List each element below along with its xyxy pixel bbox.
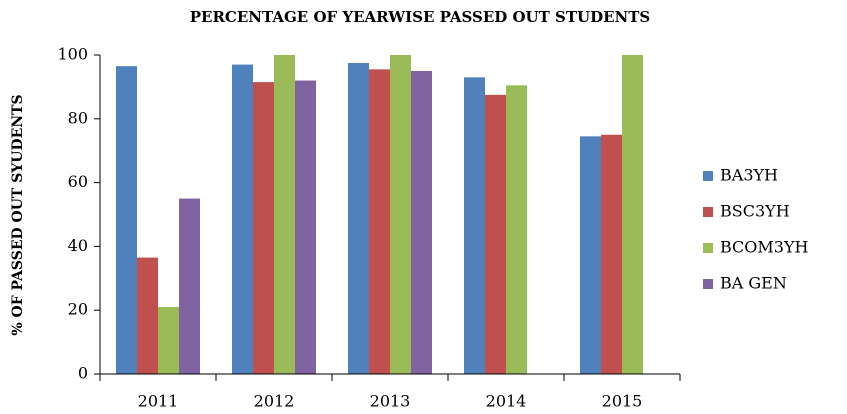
y-tick-label: 20 <box>68 300 88 319</box>
y-tick-label: 80 <box>68 108 88 127</box>
bar <box>158 307 179 374</box>
legend-label: BCOM3YH <box>720 238 809 257</box>
y-tick-label: 0 <box>78 364 88 383</box>
legend-swatch <box>703 207 713 217</box>
x-tick-label: 2013 <box>370 392 411 411</box>
x-tick-label: 2012 <box>254 392 295 411</box>
y-tick-label: 40 <box>68 236 88 255</box>
bar <box>179 198 200 374</box>
x-tick-label: 2014 <box>486 392 527 411</box>
bar <box>622 55 643 374</box>
legend-swatch <box>703 243 713 253</box>
bar <box>369 69 390 374</box>
legend-label: BA GEN <box>720 274 787 293</box>
bar <box>464 77 485 374</box>
bar <box>390 55 411 374</box>
y-tick-label: 100 <box>57 45 88 64</box>
y-axis-label: % OF PASSED OUT SYUDENTS <box>10 94 26 335</box>
legend-swatch <box>703 171 713 181</box>
bar <box>506 85 527 375</box>
legend-label: BA3YH <box>720 166 778 185</box>
bar <box>580 136 601 374</box>
bar <box>232 64 253 374</box>
bar <box>348 62 369 374</box>
bar <box>137 257 158 374</box>
x-tick-label: 2015 <box>602 392 643 411</box>
bar <box>253 82 274 375</box>
y-tick-label: 60 <box>68 172 88 191</box>
legend-label: BSC3YH <box>720 202 790 221</box>
bar <box>601 134 622 374</box>
bar <box>485 94 506 374</box>
chart-title: PERCENTAGE OF YEARWISE PASSED OUT STUDEN… <box>190 8 651 26</box>
x-tick-label: 2011 <box>138 392 179 411</box>
bar <box>274 55 295 374</box>
bar <box>411 70 432 374</box>
bar <box>295 80 316 375</box>
bar <box>116 66 137 374</box>
legend-swatch <box>703 279 713 289</box>
